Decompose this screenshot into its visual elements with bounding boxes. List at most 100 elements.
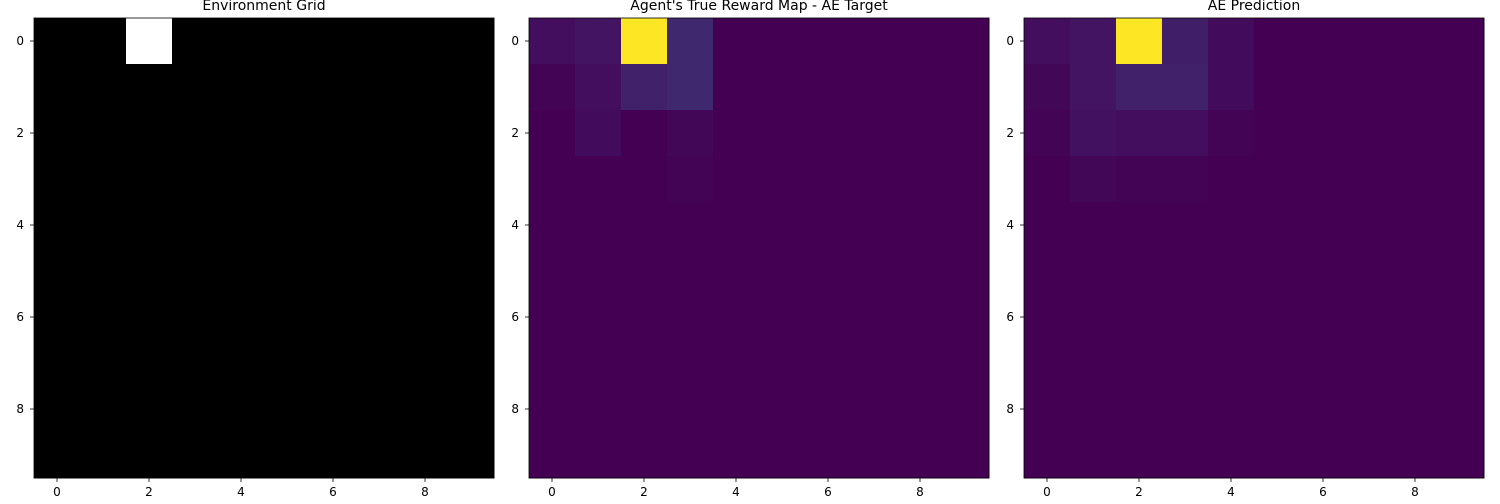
heatmap-cell — [80, 248, 127, 295]
axes-frame — [1023, 17, 1485, 479]
heatmap-cell — [1438, 294, 1485, 341]
heatmap-cell — [80, 202, 127, 249]
heatmap-cell — [1070, 340, 1117, 387]
heatmap-cell — [621, 386, 668, 433]
heatmap-cell — [529, 340, 576, 387]
heatmap-cell — [943, 156, 990, 203]
heatmap-cell — [713, 18, 760, 65]
heatmap-cell — [448, 432, 495, 479]
heatmap-cell — [897, 18, 944, 65]
heatmap-cell — [218, 64, 265, 111]
heatmap-cell — [34, 294, 81, 341]
heatmap-cell — [897, 64, 944, 111]
heatmap-cell — [356, 202, 403, 249]
heatmap-cell — [575, 202, 622, 249]
heatmap-cell — [1346, 64, 1393, 111]
heatmap-cell — [1254, 432, 1301, 479]
heatmap-cell — [356, 156, 403, 203]
heatmap-cell — [575, 432, 622, 479]
y-tick-label: 2 — [16, 126, 24, 140]
x-tick-label: 6 — [1319, 485, 1327, 499]
heatmap-cell — [264, 432, 311, 479]
heatmap-cell — [1070, 18, 1117, 65]
heatmap-cell — [1162, 110, 1209, 157]
heatmap-cell — [713, 202, 760, 249]
y-tick-label: 6 — [1006, 310, 1014, 324]
heatmap-cell — [1300, 432, 1347, 479]
heatmap-cell — [1162, 18, 1209, 65]
heatmap-cell — [621, 340, 668, 387]
heatmap-cell — [1392, 110, 1439, 157]
x-tick-label: 6 — [824, 485, 832, 499]
heatmap-cell — [713, 432, 760, 479]
heatmap-cell — [1024, 340, 1071, 387]
heatmap-cell — [529, 386, 576, 433]
heatmap-cell — [759, 294, 806, 341]
heatmap-cell — [943, 110, 990, 157]
heatmap-cell — [1346, 156, 1393, 203]
heatmap-cell — [759, 64, 806, 111]
heatmap-cell — [1162, 248, 1209, 295]
heatmap-cell — [1300, 340, 1347, 387]
heatmap-cell — [1116, 156, 1163, 203]
heatmap-cell — [356, 340, 403, 387]
heatmap-cell — [1208, 64, 1255, 111]
heatmap-cell — [34, 248, 81, 295]
heatmap-cell — [1392, 386, 1439, 433]
heatmap-cell — [713, 156, 760, 203]
y-tick-label: 0 — [16, 34, 24, 48]
heatmap-cell — [126, 432, 173, 479]
heatmap-cell — [851, 340, 898, 387]
heatmap-cell — [1070, 432, 1117, 479]
heatmap-cell — [621, 432, 668, 479]
heatmap-cell — [759, 202, 806, 249]
heatmap-cell — [448, 202, 495, 249]
heatmap-cell — [1162, 156, 1209, 203]
heatmap-cell — [667, 156, 714, 203]
heatmap-cell — [172, 248, 219, 295]
heatmap-cell — [1024, 202, 1071, 249]
heatmap-cell — [218, 386, 265, 433]
x-tick-label: 0 — [53, 485, 61, 499]
heatmap-cell — [1346, 248, 1393, 295]
heatmap-cell — [80, 110, 127, 157]
heatmap-cell — [310, 18, 357, 65]
heatmap-cell — [1116, 248, 1163, 295]
heatmap-cell — [310, 432, 357, 479]
heatmap-cell — [80, 64, 127, 111]
heatmap-cell — [1254, 110, 1301, 157]
heatmap-cell — [1392, 202, 1439, 249]
heatmap-cell — [667, 294, 714, 341]
heatmap-cell — [356, 18, 403, 65]
heatmap-cell — [310, 64, 357, 111]
panel-environment-grid: Environment Grid 0 2 4 6 8 0 2 4 6 8 — [16, 0, 495, 499]
heatmap-cell — [851, 386, 898, 433]
heatmap-cell — [575, 18, 622, 65]
heatmap-cell — [805, 18, 852, 65]
heatmap-cell — [448, 110, 495, 157]
heatmap-cell — [264, 340, 311, 387]
heatmap-cell — [448, 386, 495, 433]
heatmap-cell — [310, 110, 357, 157]
heatmap-cell — [1254, 202, 1301, 249]
heatmap-cell — [575, 64, 622, 111]
heatmap-cell — [805, 64, 852, 111]
heatmap-cell — [851, 432, 898, 479]
y-tick-label: 0 — [1006, 34, 1014, 48]
heatmap-cell — [356, 386, 403, 433]
heatmap-cell — [34, 64, 81, 111]
heatmap-cell — [897, 340, 944, 387]
heatmap-cell — [34, 110, 81, 157]
heatmap-cell — [126, 64, 173, 111]
heatmap-cell — [1208, 386, 1255, 433]
heatmap-cell — [713, 248, 760, 295]
heatmap-cell — [1116, 64, 1163, 111]
y-tick-label: 2 — [1006, 126, 1014, 140]
heatmap-cell — [402, 432, 449, 479]
y-tick-label: 8 — [16, 402, 24, 416]
heatmap-cell — [1162, 294, 1209, 341]
heatmap-cell — [402, 110, 449, 157]
heatmap-cell — [943, 386, 990, 433]
heatmap-cell — [1070, 110, 1117, 157]
